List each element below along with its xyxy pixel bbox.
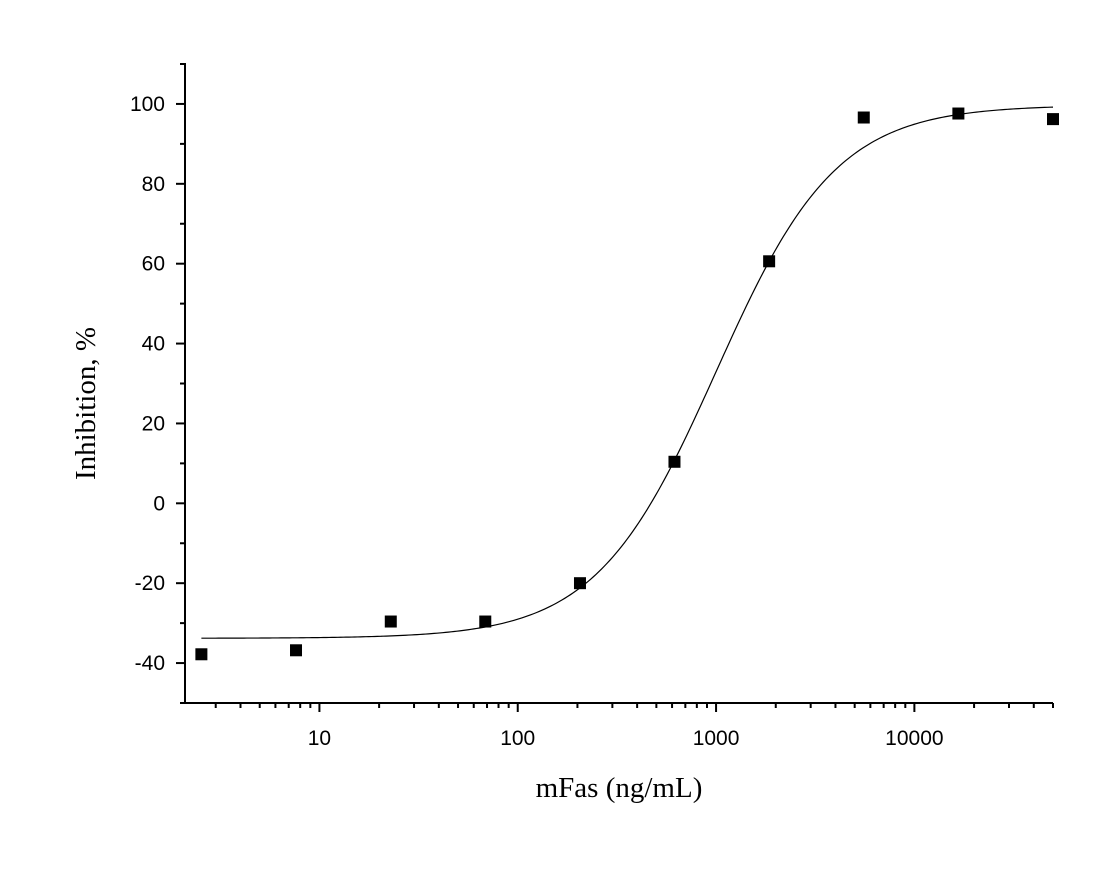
y-tick-label: -20: [135, 572, 165, 595]
data-point: [952, 107, 965, 120]
y-axis-title: Inhibition, %: [70, 327, 102, 480]
data-point: [1047, 113, 1059, 126]
axes: [184, 63, 1053, 704]
x-tick-label: 1000: [693, 727, 740, 750]
x-tick-label: 10000: [885, 727, 943, 750]
y-tick-label: 60: [142, 253, 165, 276]
data-point: [479, 615, 492, 628]
data-point: [573, 577, 586, 590]
y-tick-label: 0: [153, 492, 165, 515]
data-points: [195, 107, 1059, 661]
data-point: [763, 255, 776, 268]
data-point: [384, 615, 397, 628]
data-point: [857, 111, 870, 124]
y-tick-label: 40: [142, 333, 165, 356]
y-tick-label: 80: [142, 173, 165, 196]
y-tick-label: 20: [142, 412, 165, 435]
x-tick-label: 100: [500, 727, 535, 750]
data-point: [195, 648, 208, 661]
x-axis-title: mFas (ng/mL): [536, 772, 703, 804]
y-ticks: -40 -20 0 20 40 60 80 100: [130, 63, 185, 704]
x-ticks: 10 100 1000 10000: [214, 703, 1054, 750]
x-tick-label: 10: [308, 727, 331, 750]
y-tick-label: -40: [135, 652, 165, 675]
data-point: [290, 644, 303, 657]
y-tick-label: 100: [130, 93, 165, 116]
fit-curve: [201, 106, 1054, 639]
data-point: [668, 455, 681, 468]
